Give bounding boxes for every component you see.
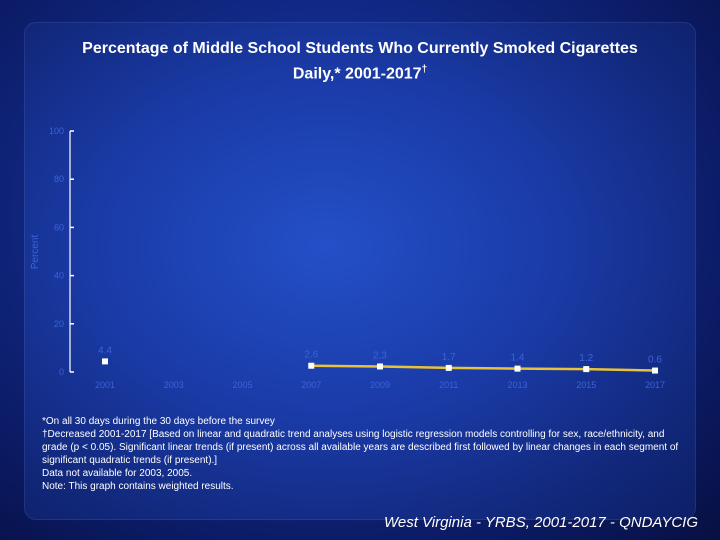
footnote-2: †Decreased 2001-2017 [Based on linear an… [42, 429, 679, 466]
title-line-2: Daily,* 2001-2017 [292, 65, 422, 83]
data-label: 0.6 [648, 355, 662, 366]
data-point [445, 364, 452, 371]
data-point [308, 362, 315, 369]
data-label: 1.7 [442, 352, 456, 363]
labels: 0 20 40 60 80 100 Percent 2001 2003 2005 2007 2009 2… [30, 126, 665, 390]
y-tick-label: 0 [59, 367, 64, 377]
data-point [652, 367, 658, 374]
data-label: 2.3 [373, 350, 387, 361]
title-line-1: Percentage of Middle School Students Who… [82, 40, 638, 57]
footnote-4: Note: This graph contains weighted resul… [42, 481, 234, 492]
y-tick-label: 60 [54, 222, 64, 232]
y-axis-title: Percent [30, 235, 41, 270]
data-label: 1.4 [511, 353, 525, 364]
x-tick-label: 2013 [507, 380, 527, 390]
footnotes: *On all 30 days during the 30 days befor… [42, 415, 682, 493]
y-tick-label: 80 [54, 174, 64, 184]
chart-title: Percentage of Middle School Students Who… [40, 38, 680, 84]
x-tick-label: 2005 [232, 380, 252, 390]
y-tick-label: 20 [54, 319, 64, 329]
x-tick-label: 2009 [370, 380, 390, 390]
chart-panel [24, 22, 696, 520]
data-label: 1.2 [579, 353, 593, 364]
x-tick-label: 2017 [645, 380, 665, 390]
title-dagger: † [421, 64, 428, 75]
data-point [583, 366, 590, 373]
data-label: 4.4 [98, 345, 112, 356]
y-tick-label: 100 [49, 126, 64, 136]
footnote-3: Data not available for 2003, 2005. [42, 468, 193, 479]
x-tick-label: 2015 [576, 380, 596, 390]
series [102, 358, 658, 374]
x-tick-label: 2003 [164, 380, 184, 390]
x-tick-label: 2001 [95, 380, 115, 390]
y-tick-label: 40 [54, 271, 64, 281]
source-footer: West Virginia - YRBS, 2001-2017 - QNDAYC… [383, 514, 698, 531]
axes [69, 130, 74, 373]
data-point [377, 363, 383, 370]
data-point [514, 365, 521, 372]
x-tick-label: 2007 [301, 380, 321, 390]
x-tick-label: 2011 [439, 380, 458, 390]
data-point [102, 358, 108, 365]
series-line [311, 364, 656, 372]
data-label: 2.6 [304, 350, 318, 361]
footnote-1: *On all 30 days during the 30 days befor… [42, 416, 275, 427]
